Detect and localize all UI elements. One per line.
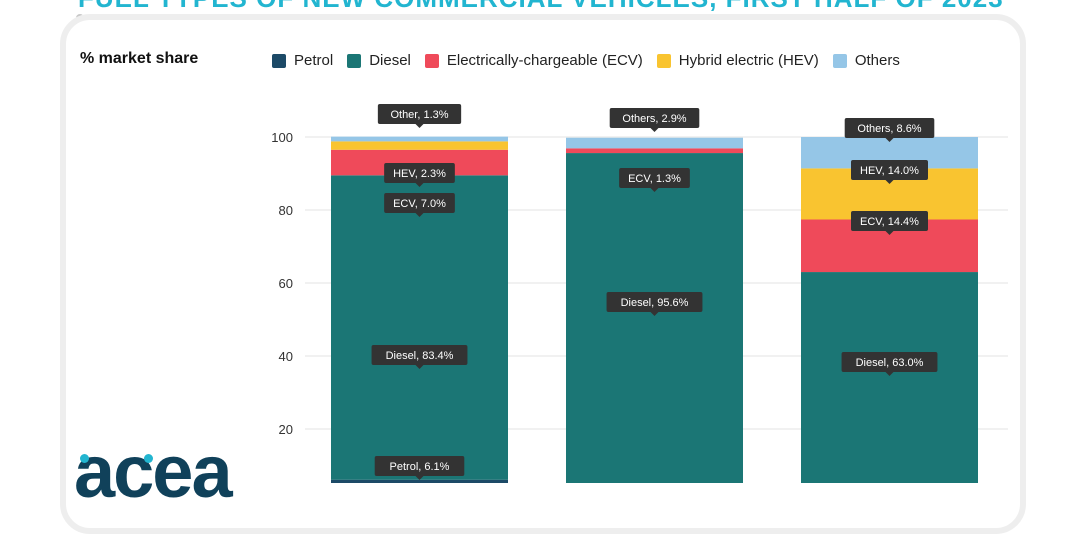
bar-segment [566, 137, 743, 149]
legend-swatch [347, 53, 362, 68]
data-label: Petrol, 6.1% [374, 456, 465, 480]
data-label-pointer [650, 188, 659, 192]
data-label-text: HEV, 14.0% [860, 165, 919, 177]
data-label: Other, 1.3% [377, 104, 462, 128]
legend-label: Electrically-chargeable (ECV) [446, 52, 643, 69]
data-label: Diesel, 95.6% [606, 292, 703, 316]
data-label-box [619, 168, 690, 188]
data-label-pointer [650, 128, 659, 132]
data-label-text: ECV, 14.4% [860, 216, 919, 228]
bar-segment [566, 153, 743, 483]
legend-item[interactable]: Electrically-chargeable (ECV) [424, 52, 643, 69]
y-tick-label: 100 [271, 130, 293, 145]
legend-label: Others [854, 52, 900, 69]
y-axis-title: % market share [80, 50, 199, 67]
data-label-text: Petrol, 6.1% [390, 461, 450, 473]
data-label-box [606, 292, 703, 312]
data-label: Others, 2.9% [609, 108, 700, 132]
data-label-pointer [885, 138, 894, 142]
legend-label: Diesel [369, 52, 411, 69]
data-label-text: Other, 1.3% [390, 109, 448, 121]
logo-dot [144, 454, 153, 463]
data-label-box [374, 456, 465, 476]
data-label-box [851, 211, 928, 231]
data-label-box [371, 345, 468, 365]
bar-segment [566, 148, 743, 154]
data-label-text: ECV, 7.0% [393, 198, 446, 210]
data-label: ECV, 1.3% [619, 168, 690, 192]
data-label-box [844, 118, 935, 138]
data-label-box [841, 352, 938, 372]
legend-swatch [832, 53, 847, 68]
data-label-pointer [415, 476, 424, 480]
data-label-text: Diesel, 83.4% [386, 350, 454, 362]
legend-label: Hybrid electric (HEV) [678, 52, 819, 69]
legend-swatch [272, 53, 286, 68]
data-label: Diesel, 83.4% [371, 345, 468, 369]
data-label: ECV, 7.0% [384, 193, 455, 217]
y-tick-label: 60 [279, 276, 293, 291]
data-label-pointer [415, 124, 424, 128]
y-tick-label: 40 [279, 349, 293, 364]
data-label-text: HEV, 2.3% [393, 168, 446, 180]
data-label-box [609, 108, 700, 128]
legend-item[interactable]: Petrol [272, 52, 333, 69]
bar-segment [331, 136, 508, 142]
legend-item[interactable]: Diesel [347, 52, 411, 69]
data-label: HEV, 2.3% [384, 163, 455, 187]
logo-dot [80, 454, 89, 463]
page-title: FUEL TYPES OF NEW COMMERCIAL VEHICLES, F… [78, 0, 1004, 13]
legend-swatch [424, 53, 439, 68]
legend-label: Petrol [294, 52, 334, 69]
data-label-box [384, 163, 455, 183]
acea-logo: acea [74, 430, 233, 513]
data-label: Diesel, 63.0% [841, 352, 938, 376]
stacked-bar-chart: 020406080100Other, 1.3%HEV, 2.3%ECV, 7.0… [271, 104, 1008, 483]
data-label-pointer [415, 183, 424, 187]
data-label-box [384, 193, 455, 213]
data-label-pointer [415, 365, 424, 369]
legend-swatch [656, 53, 671, 68]
data-label-pointer [885, 231, 894, 235]
data-label-text: Diesel, 95.6% [621, 297, 689, 309]
y-tick-label: 20 [279, 422, 293, 437]
bar-segment [801, 272, 978, 483]
data-label-box [851, 160, 928, 180]
logo-text: acea [74, 430, 233, 513]
data-label-text: Others, 2.9% [622, 113, 686, 125]
data-label-pointer [885, 180, 894, 184]
legend-item[interactable]: Others [832, 52, 900, 69]
data-label: HEV, 14.0% [851, 160, 928, 184]
data-label-text: ECV, 1.3% [628, 173, 681, 185]
y-tick-label: 80 [279, 203, 293, 218]
legend-item[interactable]: Hybrid electric (HEV) [656, 52, 819, 69]
data-label-pointer [415, 213, 424, 217]
bar-segment [331, 175, 508, 480]
data-label-pointer [885, 372, 894, 376]
bar-segment [331, 141, 508, 150]
data-label-text: Others, 8.6% [857, 123, 921, 135]
data-label: Others, 8.6% [844, 118, 935, 142]
data-label-text: Diesel, 63.0% [856, 357, 924, 369]
data-label-box [377, 104, 462, 124]
bar-segment [331, 479, 508, 483]
legend: Petrol Diesel Electrically-chargeable (ECV… [272, 52, 900, 69]
data-label: ECV, 14.4% [851, 211, 928, 235]
data-label-pointer [650, 312, 659, 316]
